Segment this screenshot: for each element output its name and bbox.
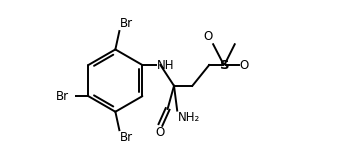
Text: NH: NH [157, 58, 175, 72]
Text: Br: Br [55, 90, 69, 103]
Text: O: O [239, 58, 248, 72]
Text: S: S [220, 58, 229, 72]
Text: O: O [203, 30, 212, 43]
Text: Br: Br [120, 17, 133, 30]
Text: O: O [155, 126, 164, 139]
Text: Br: Br [120, 131, 133, 144]
Text: NH₂: NH₂ [178, 111, 200, 124]
